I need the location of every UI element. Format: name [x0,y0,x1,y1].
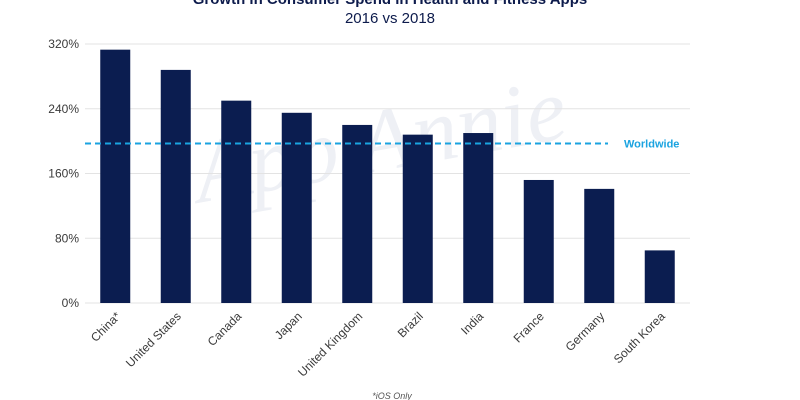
bar [584,188,615,303]
bar [463,133,494,303]
x-tick-label: China* [88,309,124,345]
x-tick-label: Germany [563,309,608,354]
y-axis-ticks: 0% 80% 160% 240% 320% [48,37,79,310]
y-tick-label: 240% [48,102,79,116]
bar [644,250,675,303]
x-tick-label: South Korea [611,309,668,366]
chart-subtitle: 2016 vs 2018 [345,10,435,27]
y-tick-label: 80% [55,231,79,245]
x-tick-label: Canada [205,309,245,349]
bar [342,124,373,303]
chart-title: Growth in Consumer Spend in Health and F… [193,0,587,8]
x-tick-label: India [458,309,487,338]
x-tick-label: Japan [272,309,305,342]
bar [523,179,554,303]
bar [402,134,433,303]
bars [100,49,675,304]
worldwide-label: Worldwide [624,139,679,151]
bar [281,112,312,303]
bar [100,49,131,304]
x-tick-label: United States [123,309,184,370]
x-tick-label: United Kingdom [295,309,365,379]
footnote: *iOS Only [372,391,412,400]
bar [221,100,252,303]
y-tick-label: 0% [62,296,80,310]
bar [160,69,191,304]
y-tick-label: 160% [48,167,79,181]
y-tick-label: 320% [48,37,79,51]
x-tick-label: Brazil [395,309,426,340]
x-tick-label: France [511,309,548,346]
